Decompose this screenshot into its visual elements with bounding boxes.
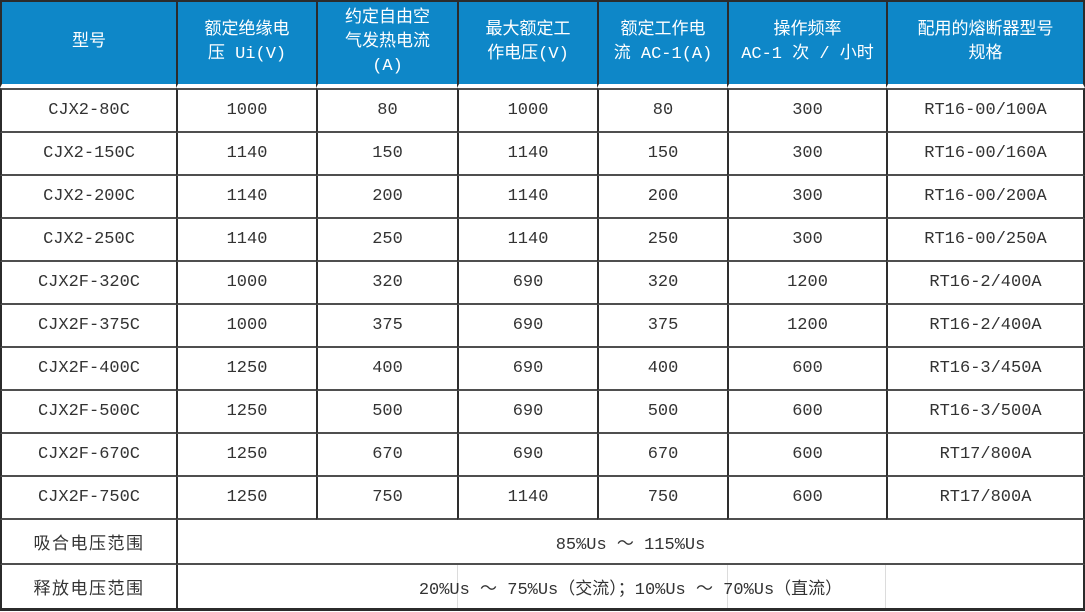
value-cell: 1200 [727, 305, 886, 348]
pickup-voltage-value: 85%Us ～ 115%Us [176, 520, 1085, 565]
value-cell: RT16-00/160A [886, 133, 1085, 176]
value-cell: 80 [316, 88, 457, 133]
model-cell: CJX2F-670C [0, 434, 176, 477]
value-cell: RT16-2/400A [886, 305, 1085, 348]
value-cell: RT17/800A [886, 434, 1085, 477]
value-cell: RT16-3/450A [886, 348, 1085, 391]
value-cell: 400 [597, 348, 727, 391]
value-cell: 300 [727, 133, 886, 176]
table-row: CJX2F-670C 1250 670 690 670 600 RT17/800… [0, 434, 1085, 477]
table-footer: 吸合电压范围 85%Us ～ 115%Us 释放电压范围 20%Us ～ 75%… [0, 520, 1085, 611]
value-cell: 690 [457, 305, 597, 348]
value-cell: 1200 [727, 262, 886, 305]
value-cell: 300 [727, 176, 886, 219]
pickup-voltage-label: 吸合电压范围 [0, 520, 176, 565]
value-cell: 1000 [176, 262, 316, 305]
value-cell: 1000 [176, 88, 316, 133]
value-cell: 1250 [176, 391, 316, 434]
model-cell: CJX2F-400C [0, 348, 176, 391]
value-cell: 600 [727, 348, 886, 391]
table-row: CJX2-250C 1140 250 1140 250 300 RT16-00/… [0, 219, 1085, 262]
value-cell: 500 [597, 391, 727, 434]
value-cell: 750 [316, 477, 457, 520]
value-cell: 375 [316, 305, 457, 348]
value-cell: 690 [457, 391, 597, 434]
value-cell: 1140 [457, 133, 597, 176]
pickup-voltage-row: 吸合电压范围 85%Us ～ 115%Us [0, 520, 1085, 565]
value-cell: 1140 [176, 219, 316, 262]
value-cell: 1250 [176, 348, 316, 391]
value-cell: 1140 [176, 133, 316, 176]
value-cell: 200 [316, 176, 457, 219]
value-cell: 690 [457, 348, 597, 391]
value-cell: RT17/800A [886, 477, 1085, 520]
value-cell: 375 [597, 305, 727, 348]
value-cell: 1140 [457, 477, 597, 520]
value-cell: 690 [457, 434, 597, 477]
value-cell: 1000 [457, 88, 597, 133]
release-voltage-label: 释放电压范围 [0, 565, 176, 611]
model-cell: CJX2F-320C [0, 262, 176, 305]
table-row: CJX2-200C 1140 200 1140 200 300 RT16-00/… [0, 176, 1085, 219]
model-cell: CJX2F-750C [0, 477, 176, 520]
header-row: 型号 额定绝缘电 压 Ui(V) 约定自由空 气发热电流 (A) 最大额定工 作… [0, 0, 1085, 88]
model-cell: CJX2-250C [0, 219, 176, 262]
value-cell: 320 [316, 262, 457, 305]
value-cell: 80 [597, 88, 727, 133]
value-cell: 600 [727, 434, 886, 477]
model-cell: CJX2F-375C [0, 305, 176, 348]
table-row: CJX2F-500C 1250 500 690 500 600 RT16-3/5… [0, 391, 1085, 434]
table-row: CJX2F-400C 1250 400 690 400 600 RT16-3/4… [0, 348, 1085, 391]
header-conventional-free-air-thermal-current: 约定自由空 气发热电流 (A) [316, 0, 457, 88]
value-cell: 1250 [176, 434, 316, 477]
value-cell: 1000 [176, 305, 316, 348]
value-cell: 300 [727, 219, 886, 262]
value-cell: 1140 [457, 176, 597, 219]
value-cell: 500 [316, 391, 457, 434]
table-header: 型号 额定绝缘电 压 Ui(V) 约定自由空 气发热电流 (A) 最大额定工 作… [0, 0, 1085, 88]
header-operating-frequency: 操作频率 AC-1 次 / 小时 [727, 0, 886, 88]
value-cell: 1250 [176, 477, 316, 520]
header-rated-working-current-ac1: 额定工作电 流 AC-1(A) [597, 0, 727, 88]
table-row: CJX2-80C 1000 80 1000 80 300 RT16-00/100… [0, 88, 1085, 133]
value-cell: 750 [597, 477, 727, 520]
table-row: CJX2F-320C 1000 320 690 320 1200 RT16-2/… [0, 262, 1085, 305]
value-cell: RT16-2/400A [886, 262, 1085, 305]
value-cell: 1140 [176, 176, 316, 219]
value-cell: 400 [316, 348, 457, 391]
value-cell: 250 [597, 219, 727, 262]
model-cell: CJX2-80C [0, 88, 176, 133]
value-cell: 320 [597, 262, 727, 305]
value-cell: 150 [597, 133, 727, 176]
value-cell: 250 [316, 219, 457, 262]
value-cell: RT16-00/200A [886, 176, 1085, 219]
value-cell: RT16-3/500A [886, 391, 1085, 434]
header-model: 型号 [0, 0, 176, 88]
table-body: CJX2-80C 1000 80 1000 80 300 RT16-00/100… [0, 88, 1085, 520]
value-cell: 670 [316, 434, 457, 477]
value-cell: 1140 [457, 219, 597, 262]
value-cell: 690 [457, 262, 597, 305]
table-row: CJX2-150C 1140 150 1140 150 300 RT16-00/… [0, 133, 1085, 176]
header-rated-insulation-voltage: 额定绝缘电 压 Ui(V) [176, 0, 316, 88]
release-voltage-value: 20%Us ～ 75%Us（交流）；10%Us ～ 70%Us（直流） [176, 565, 1085, 611]
release-voltage-row: 释放电压范围 20%Us ～ 75%Us（交流）；10%Us ～ 70%Us（直… [0, 565, 1085, 611]
value-cell: 300 [727, 88, 886, 133]
model-cell: CJX2-150C [0, 133, 176, 176]
value-cell: RT16-00/100A [886, 88, 1085, 133]
value-cell: 150 [316, 133, 457, 176]
model-cell: CJX2-200C [0, 176, 176, 219]
value-cell: 670 [597, 434, 727, 477]
value-cell: 600 [727, 477, 886, 520]
header-max-rated-working-voltage: 最大额定工 作电压(V) [457, 0, 597, 88]
value-cell: 600 [727, 391, 886, 434]
model-cell: CJX2F-500C [0, 391, 176, 434]
table-row: CJX2F-750C 1250 750 1140 750 600 RT17/80… [0, 477, 1085, 520]
header-fuse-model-spec: 配用的熔断器型号 规格 [886, 0, 1085, 88]
table-row: CJX2F-375C 1000 375 690 375 1200 RT16-2/… [0, 305, 1085, 348]
value-cell: 200 [597, 176, 727, 219]
value-cell: RT16-00/250A [886, 219, 1085, 262]
